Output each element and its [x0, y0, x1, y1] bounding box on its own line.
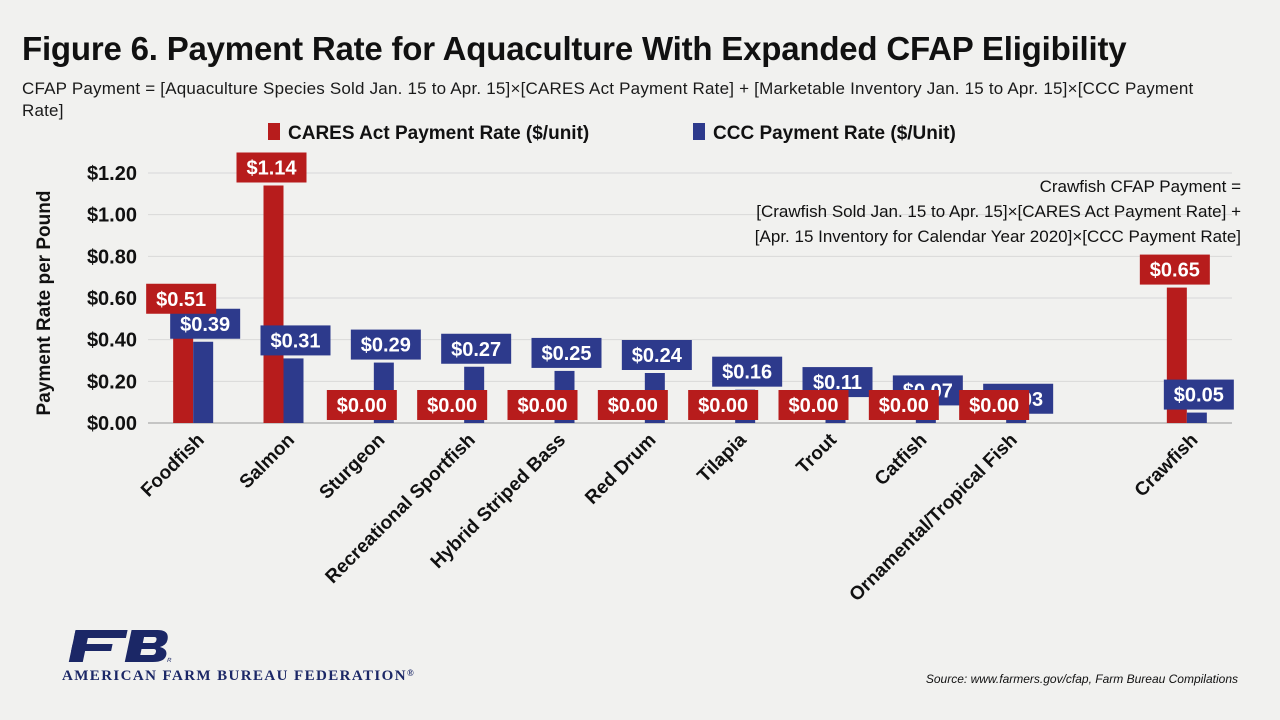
x-tick-label: Tilapia	[694, 429, 751, 486]
ccc-label-box	[1163, 379, 1234, 410]
x-tick-label: Catfish	[871, 430, 931, 490]
ccc-data-label: $0.25	[531, 337, 602, 368]
ccc-label-box	[260, 325, 331, 356]
cares-data-label: $0.65	[1139, 254, 1210, 285]
cares-label-text: $0.00	[427, 395, 477, 417]
cares-label-box	[868, 390, 939, 420]
cares-label-text: $0.51	[156, 289, 206, 311]
x-tick-label: Ornamental/Tropical Fish	[846, 430, 1022, 606]
ccc-label-box	[441, 333, 512, 364]
page-title: Figure 6. Payment Rate for Aquaculture W…	[22, 30, 1127, 67]
cares-label-box	[236, 152, 307, 183]
cares-label-box	[959, 390, 1030, 420]
y-tick-label: $0.40	[87, 330, 137, 352]
y-tick-label: $1.20	[87, 163, 137, 185]
ccc-data-label: $0.05	[1163, 379, 1234, 410]
ccc-label-text: $0.39	[180, 314, 230, 336]
ccc-label-box	[531, 337, 602, 368]
x-tick-label: Red Drum	[581, 430, 660, 509]
x-tick-label: Sturgeon	[316, 430, 390, 504]
cares-label-box	[417, 390, 488, 420]
cares-label-box	[146, 283, 217, 314]
cares-label-text: $0.00	[879, 395, 929, 417]
legend-swatch	[268, 123, 280, 140]
cares-data-label: $0.51	[146, 283, 217, 314]
cares-data-label: $0.00	[959, 390, 1030, 420]
ccc-bar	[193, 341, 214, 423]
x-tick-label: Crawfish	[1131, 430, 1203, 502]
cares-bar	[173, 316, 194, 423]
ccc-data-label: $0.29	[350, 329, 421, 360]
y-tick-label: $1.00	[87, 205, 137, 227]
annotation-line: Crawfish CFAP Payment =	[1040, 177, 1241, 196]
x-tick-label: Salmon	[236, 430, 299, 493]
cares-data-label: $0.00	[507, 390, 578, 420]
ccc-label-text: $0.16	[722, 362, 772, 384]
x-tick-label: Trout	[793, 429, 842, 478]
ccc-label-box	[350, 329, 421, 360]
cares-label-text: $0.00	[969, 395, 1019, 417]
x-tick-label: Recreational Sportfish	[322, 430, 480, 588]
ccc-label-box	[621, 340, 692, 370]
org-name: AMERICAN FARM BUREAU FEDERATION®	[62, 668, 416, 684]
annotation-line: [Crawfish Sold Jan. 15 to Apr. 15]×[CARE…	[756, 202, 1241, 221]
ccc-data-label: $0.31	[260, 325, 331, 356]
y-axis: $0.00 $0.20 $0.40 $0.60 $0.80 $1.00 $1.20 Payme…	[34, 163, 137, 435]
cares-data-label: $0.00	[778, 390, 849, 420]
ccc-label-text: $0.29	[361, 335, 411, 357]
y-axis-label: Payment Rate per Pound	[34, 191, 55, 416]
ccc-label-text: $0.31	[270, 330, 320, 352]
legend-label: CCC Payment Rate ($/Unit)	[713, 123, 956, 144]
legend-swatch	[693, 123, 705, 140]
bars: $0.39 $0.51 $0.31 $1.14 $0.29 $0.00 $0.27 $0.00…	[146, 152, 1234, 423]
cares-data-label: $0.00	[326, 390, 397, 420]
ccc-data-label: $0.27	[441, 333, 512, 364]
cares-label-text: $0.00	[337, 395, 387, 417]
fb-logo-icon: R	[68, 630, 173, 664]
ccc-label-text: $0.11	[813, 372, 862, 394]
svg-text:R: R	[166, 658, 172, 664]
cares-label-text: $1.14	[246, 158, 297, 180]
cares-data-label: $0.00	[688, 390, 759, 420]
cares-data-label: $0.00	[417, 390, 488, 420]
ccc-bar	[283, 358, 304, 423]
annotation-line: [Apr. 15 Inventory for Calendar Year 202…	[755, 227, 1241, 246]
formula-text: CFAP Payment = [Aquaculture Species Sold…	[22, 79, 1194, 120]
ccc-label-text: $0.24	[632, 345, 683, 367]
cares-label-box	[778, 390, 849, 420]
cares-label-box	[507, 390, 578, 420]
cares-label-text: $0.65	[1150, 260, 1200, 282]
cares-data-label: $0.00	[597, 390, 668, 420]
cares-data-label: $1.14	[236, 152, 307, 183]
annotation: Crawfish CFAP Payment = [Crawfish Sold Ja…	[755, 177, 1241, 246]
ccc-label-text: $0.05	[1174, 385, 1224, 407]
ccc-bar	[1186, 412, 1207, 423]
cares-label-text: $0.00	[517, 395, 567, 417]
ccc-label-box	[712, 356, 783, 387]
ccc-data-label: $0.24	[621, 340, 692, 370]
source-note: Source: www.farmers.gov/cfap, Farm Burea…	[925, 672, 1238, 686]
cares-label-box	[688, 390, 759, 420]
cares-label-text: $0.00	[788, 395, 838, 417]
cares-label-box	[326, 390, 397, 420]
ccc-label-text: $0.25	[541, 343, 591, 365]
y-tick-label: $0.20	[87, 371, 137, 393]
cares-data-label: $0.00	[868, 390, 939, 420]
cares-label-box	[597, 390, 668, 420]
cares-label-box	[1139, 254, 1210, 285]
ccc-label-text: $0.27	[451, 339, 501, 361]
legend-label: CARES Act Payment Rate ($/unit)	[288, 123, 589, 144]
y-tick-label: $0.80	[87, 246, 137, 268]
x-tick-label: Foodfish	[137, 430, 209, 502]
y-tick-label: $0.60	[87, 288, 137, 310]
y-tick-label: $0.00	[87, 413, 137, 435]
cares-label-text: $0.00	[608, 395, 658, 417]
legend: CARES Act Payment Rate ($/unit) CCC Payme…	[268, 123, 956, 144]
cares-label-text: $0.00	[698, 395, 748, 417]
cares-bar	[263, 185, 284, 423]
ccc-data-label: $0.16	[712, 356, 783, 387]
